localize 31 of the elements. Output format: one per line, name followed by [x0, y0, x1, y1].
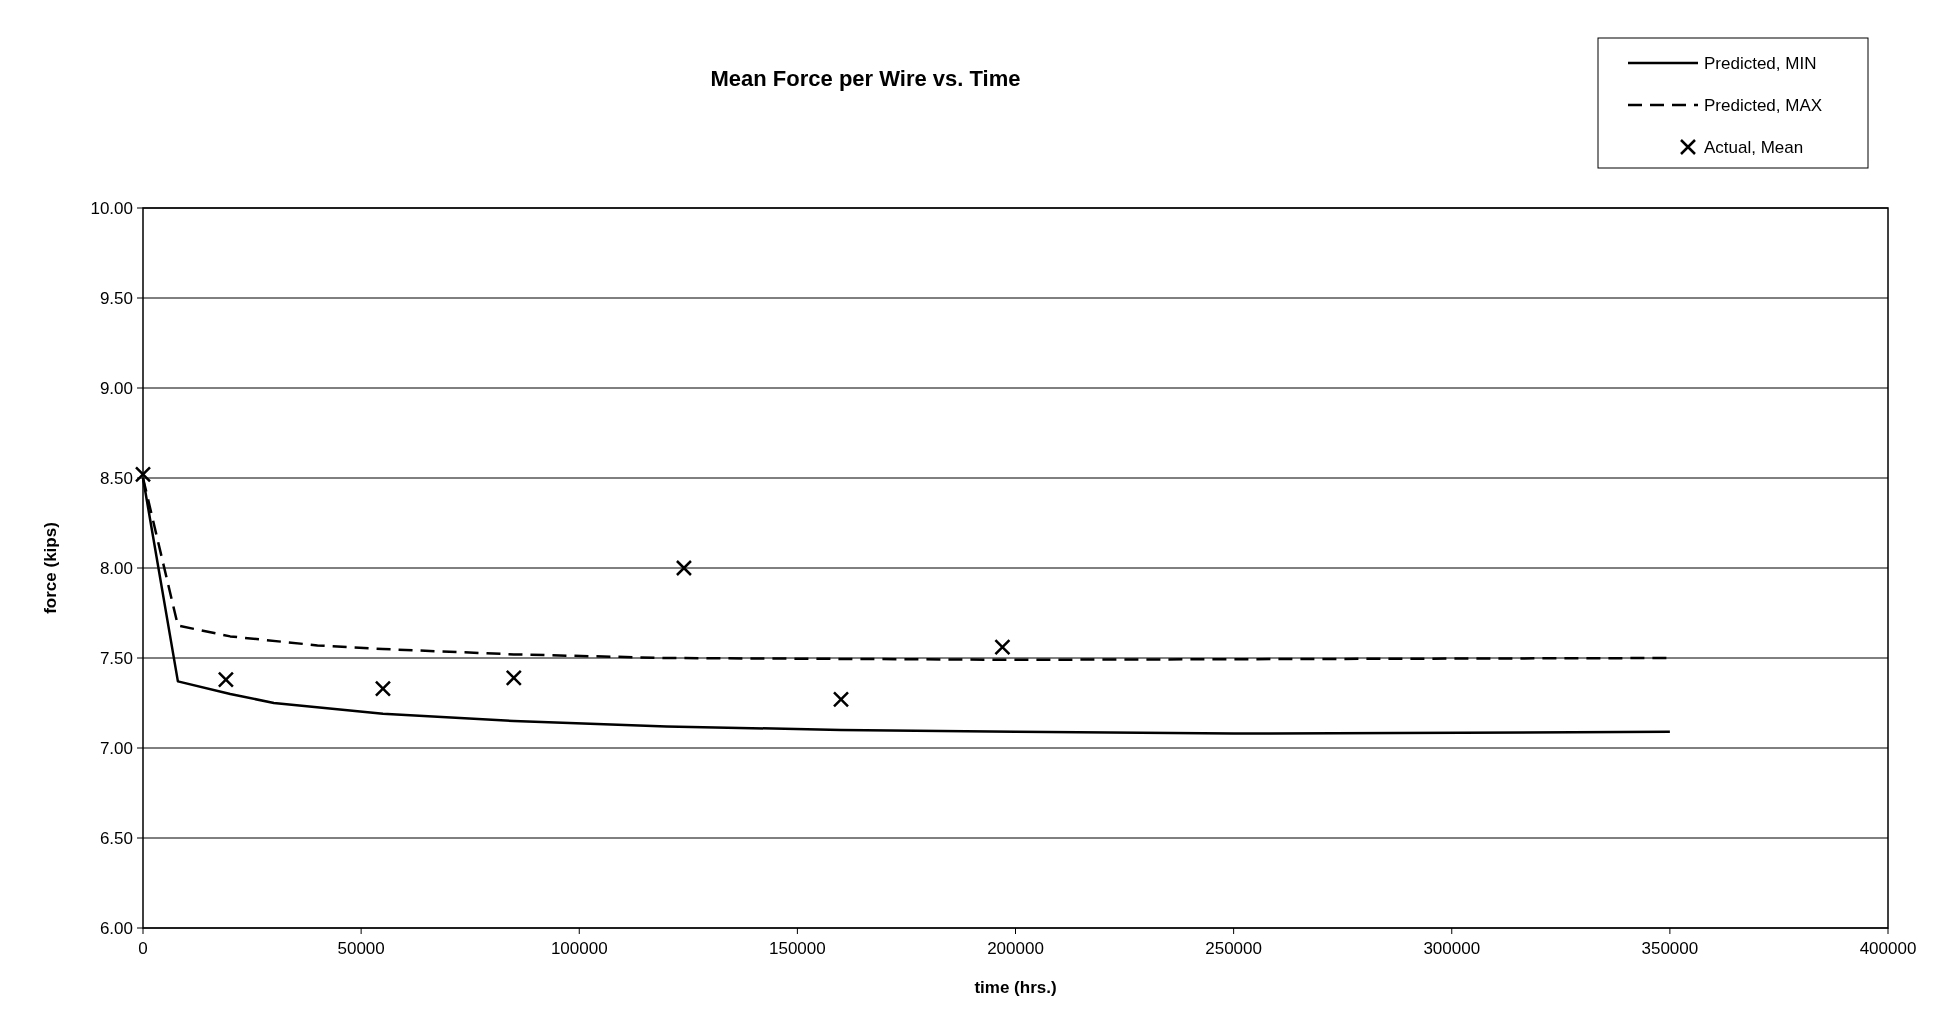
y-tick-label: 8.50	[99, 469, 133, 488]
legend-label: Predicted, MAX	[1704, 96, 1823, 115]
x-tick-label: 50000	[337, 939, 385, 958]
x-tick-label: 100000	[550, 939, 608, 958]
y-axis-title: force (kips)	[41, 522, 60, 614]
point	[994, 638, 1011, 656]
point	[134, 466, 152, 483]
point	[217, 671, 235, 688]
x-tick-label: 400000	[1859, 939, 1917, 958]
x-tick-label: 200000	[987, 939, 1044, 958]
y-tick-label: 9.50	[99, 289, 133, 308]
point	[505, 669, 523, 687]
y-tick-label: 7.00	[99, 739, 133, 758]
y-tick-label: 7.50	[99, 649, 133, 668]
legend-label: Predicted, MIN	[1704, 54, 1817, 73]
x-tick-label: 300000	[1423, 939, 1481, 958]
y-tick-label: 6.00	[99, 919, 133, 938]
x-tick-label: 350000	[1641, 939, 1699, 958]
legend-label: Actual, Mean	[1704, 138, 1804, 157]
point	[675, 559, 693, 577]
point	[832, 691, 850, 708]
y-tick-label: 9.00	[99, 379, 133, 398]
y-tick-label: 10.00	[90, 199, 133, 218]
point	[374, 680, 392, 697]
x-axis-title: time (hrs.)	[974, 978, 1057, 997]
x-tick-label: 250000	[1205, 939, 1262, 958]
chart-title: Mean Force per Wire vs. Time	[710, 66, 1021, 91]
x-tick-label: 0	[138, 939, 148, 958]
y-tick-label: 8.00	[99, 559, 133, 578]
y-tick-label: 6.50	[99, 829, 133, 848]
x-tick-label: 150000	[769, 939, 826, 958]
